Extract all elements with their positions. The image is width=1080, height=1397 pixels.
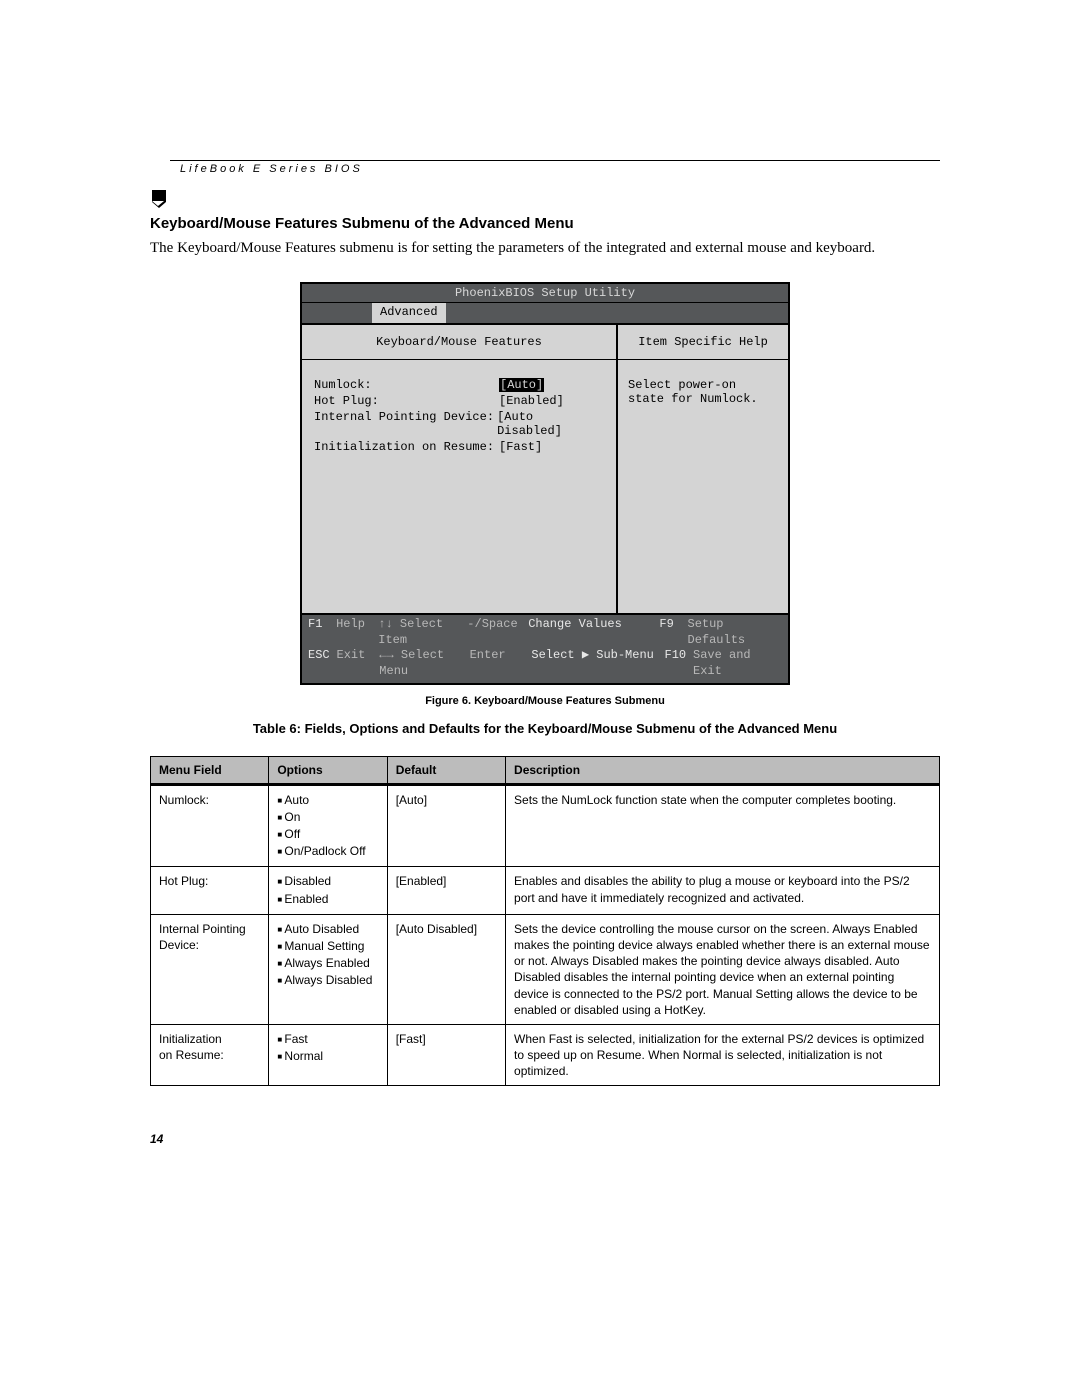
- bios-value: [Enabled]: [499, 394, 564, 408]
- cell-options: Disabled Enabled: [269, 867, 387, 914]
- th-field: Menu Field: [151, 756, 269, 784]
- bios-label: Initialization on Resume:: [314, 440, 499, 454]
- bios-left-pane: Keyboard/Mouse Features Numlock: [Auto] …: [302, 325, 618, 613]
- th-description: Description: [506, 756, 940, 784]
- fkey: ESC: [308, 648, 337, 679]
- fval: Select ▶ Sub-Menu: [531, 648, 664, 679]
- bios-value-selected: [Auto]: [499, 378, 544, 392]
- fspace: -/Space: [467, 617, 528, 648]
- bios-value: [Auto Disabled]: [497, 410, 604, 438]
- fdef: Save and Exit: [693, 648, 782, 679]
- bios-label: Numlock:: [314, 378, 499, 392]
- cell-field: Initializationon Resume:: [151, 1024, 269, 1086]
- fields-table: Menu Field Options Default Description N…: [150, 756, 940, 1087]
- flabel: Help: [336, 617, 378, 648]
- bios-right-pane: Item Specific Help Select power-on state…: [618, 325, 788, 613]
- cell-default: [Fast]: [387, 1024, 505, 1086]
- bios-row-init: Initialization on Resume: [Fast]: [314, 440, 604, 454]
- bios-row-hotplug: Hot Plug: [Enabled]: [314, 394, 604, 408]
- cell-description: When Fast is selected, initialization fo…: [506, 1024, 940, 1086]
- option-item: Disabled: [277, 873, 378, 889]
- flabel: Exit: [337, 648, 380, 679]
- bios-left-header: Keyboard/Mouse Features: [302, 325, 616, 359]
- farrow: ↑↓ Select Item: [378, 617, 467, 648]
- option-item: Normal: [277, 1048, 378, 1064]
- bios-right-header: Item Specific Help: [618, 325, 788, 359]
- bios-row-numlock: Numlock: [Auto]: [314, 378, 604, 392]
- bios-settings: Numlock: [Auto] Hot Plug: [Enabled] Inte…: [302, 360, 616, 474]
- table-row: Numlock:AutoOnOffOn/Padlock Off[Auto]Set…: [151, 784, 940, 867]
- header-text: LifeBook E Series BIOS: [180, 163, 940, 175]
- farrow: ←→ Select Menu: [379, 648, 469, 679]
- fspace: Enter: [470, 648, 532, 679]
- bios-label: Hot Plug:: [314, 394, 499, 408]
- bios-footer: F1 Help ↑↓ Select Item -/Space Change Va…: [302, 613, 788, 682]
- cell-description: Sets the device controlling the mouse cu…: [506, 914, 940, 1024]
- fkey2: F10: [665, 648, 694, 679]
- fdef: Setup Defaults: [688, 617, 782, 648]
- th-options: Options: [269, 756, 387, 784]
- option-item: Off: [277, 826, 378, 842]
- option-item: On: [277, 809, 378, 825]
- figure-caption: Figure 6. Keyboard/Mouse Features Submen…: [150, 695, 940, 707]
- intro-paragraph: The Keyboard/Mouse Features submenu is f…: [150, 238, 940, 258]
- section-title: Keyboard/Mouse Features Submenu of the A…: [150, 215, 940, 232]
- cell-field: Internal PointingDevice:: [151, 914, 269, 1024]
- table-row: Hot Plug: Disabled Enabled [Enabled]Enables…: [151, 867, 940, 914]
- bios-title: PhoenixBIOS Setup Utility: [302, 284, 788, 303]
- fval: Change Values: [528, 617, 659, 648]
- option-item: Enabled: [277, 891, 378, 907]
- fkey2: F9: [659, 617, 687, 648]
- cell-field: Numlock:: [151, 784, 269, 867]
- bios-value: [Fast]: [499, 440, 542, 454]
- bios-active-tab: Advanced: [372, 303, 446, 323]
- option-item: Fast: [277, 1031, 378, 1047]
- option-item: Manual Setting: [277, 938, 378, 954]
- cell-default: [Auto Disabled]: [387, 914, 505, 1024]
- page-number: 14: [150, 1132, 940, 1146]
- option-item: Always Disabled: [277, 972, 378, 988]
- cell-field: Hot Plug:: [151, 867, 269, 914]
- option-item: Auto Disabled: [277, 921, 378, 937]
- bios-help-text: Select power-on state for Numlock.: [618, 360, 788, 424]
- cell-options: AutoOnOffOn/Padlock Off: [269, 784, 387, 867]
- cell-options: Auto DisabledManual SettingAlways Enable…: [269, 914, 387, 1024]
- bios-screenshot: PhoenixBIOS Setup Utility Advanced Keybo…: [300, 282, 790, 684]
- table-row: Initializationon Resume:FastNormal[Fast]…: [151, 1024, 940, 1086]
- flag-icon: [150, 190, 168, 212]
- bios-label: Internal Pointing Device:: [314, 410, 497, 438]
- bios-row-ipd: Internal Pointing Device: [Auto Disabled…: [314, 410, 604, 438]
- bios-menubar: Advanced: [302, 303, 788, 323]
- table-caption: Table 6: Fields, Options and Defaults fo…: [150, 721, 940, 736]
- header-rule: [170, 160, 940, 161]
- option-item: Always Enabled: [277, 955, 378, 971]
- cell-options: FastNormal: [269, 1024, 387, 1086]
- cell-description: Enables and disables the ability to plug…: [506, 867, 940, 914]
- cell-default: [Enabled]: [387, 867, 505, 914]
- cell-description: Sets the NumLock function state when the…: [506, 784, 940, 867]
- option-item: On/Padlock Off: [277, 843, 378, 859]
- fkey: F1: [308, 617, 336, 648]
- option-item: Auto: [277, 792, 378, 808]
- th-default: Default: [387, 756, 505, 784]
- table-row: Internal PointingDevice:Auto DisabledMan…: [151, 914, 940, 1024]
- cell-default: [Auto]: [387, 784, 505, 867]
